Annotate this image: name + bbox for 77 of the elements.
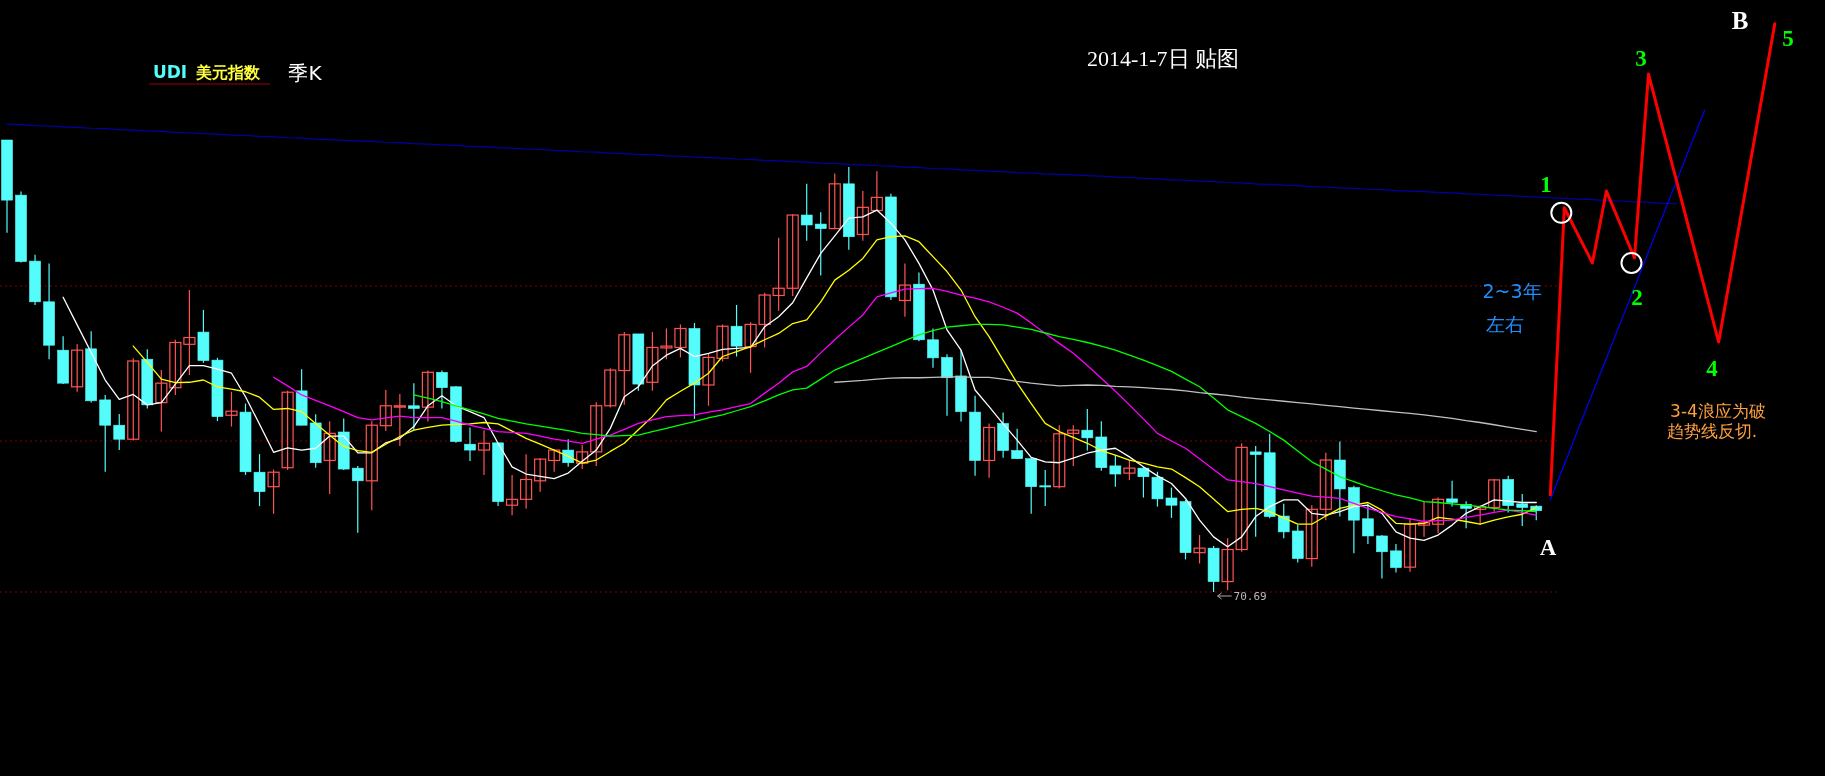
candlestick	[898, 262, 912, 318]
candlestick	[576, 444, 589, 470]
annotation: A	[1539, 534, 1557, 560]
candlestick	[927, 327, 939, 369]
candlestick	[1376, 534, 1388, 580]
candlestick	[1109, 454, 1122, 488]
candlestick	[941, 353, 953, 417]
candlestick	[281, 390, 294, 471]
candlestick	[113, 413, 126, 451]
candlestick	[351, 465, 364, 534]
candlestick	[505, 474, 519, 516]
text: 美元指数	[195, 62, 261, 82]
annotation: 2	[1631, 284, 1643, 310]
candlestick	[323, 420, 336, 495]
candlestick	[772, 237, 785, 312]
candlestick	[1067, 424, 1080, 467]
candlestick	[477, 429, 491, 476]
candlestick	[1305, 504, 1318, 568]
candlestick	[379, 389, 392, 432]
candlestick	[1319, 452, 1332, 521]
candlestick	[520, 453, 533, 510]
candlestick	[408, 382, 420, 431]
candlestick	[1081, 408, 1094, 452]
candlestick	[983, 422, 996, 479]
candlestick	[1431, 496, 1445, 534]
candlestick	[1403, 517, 1417, 573]
candlestick	[1390, 543, 1402, 574]
candlestick	[1137, 466, 1150, 499]
annotation: 3-4浪应为破	[1670, 401, 1766, 421]
candlestick	[1417, 501, 1431, 538]
candlestick	[155, 369, 168, 433]
candlestick	[1249, 445, 1262, 538]
candlestick	[1193, 534, 1206, 565]
candlestick	[828, 172, 841, 230]
candlestick	[1488, 478, 1501, 513]
candlestick	[534, 457, 547, 493]
candlestick	[730, 304, 743, 358]
annotation: 70.69	[1233, 589, 1267, 603]
annotation: 1	[1540, 171, 1552, 197]
candlestick	[71, 343, 84, 393]
candlestick	[604, 367, 617, 409]
candlestick	[800, 183, 813, 242]
candlestick	[1446, 480, 1458, 508]
text: 3	[1635, 45, 1647, 71]
candlestick	[1039, 469, 1052, 507]
candlestick	[870, 170, 883, 212]
candlestick	[786, 213, 799, 297]
candlestick	[393, 393, 406, 447]
candlestick	[562, 438, 574, 468]
candlestick	[1123, 459, 1136, 481]
text: 季K	[288, 61, 323, 85]
text: UDI	[152, 62, 188, 82]
candlestick	[365, 420, 378, 511]
candlestick	[1277, 503, 1290, 539]
text: 5	[1782, 25, 1794, 51]
candlestick	[590, 401, 603, 467]
candlestick	[1011, 428, 1023, 460]
annotation: 左右	[1486, 313, 1524, 335]
chart-title: 2014-1-7日 贴图	[1086, 45, 1240, 71]
candlestick	[436, 369, 448, 410]
candlestick	[1516, 493, 1529, 527]
candlestick	[127, 357, 140, 442]
candlestick	[421, 369, 434, 423]
candlestick	[618, 331, 631, 406]
candlestick	[548, 448, 561, 473]
candlestick	[814, 211, 827, 277]
candlestick	[1053, 424, 1066, 490]
annotation: 4	[1706, 355, 1719, 381]
candlestick	[253, 453, 266, 507]
candlestick	[856, 190, 869, 242]
candlestick	[267, 468, 280, 515]
annotation: 趋势线反切.	[1666, 421, 1758, 441]
annotation: 2~3年	[1482, 280, 1542, 302]
candlestick	[1362, 502, 1374, 545]
candlestick	[464, 426, 476, 462]
candlestick	[225, 391, 238, 428]
text: B	[1731, 6, 1749, 34]
